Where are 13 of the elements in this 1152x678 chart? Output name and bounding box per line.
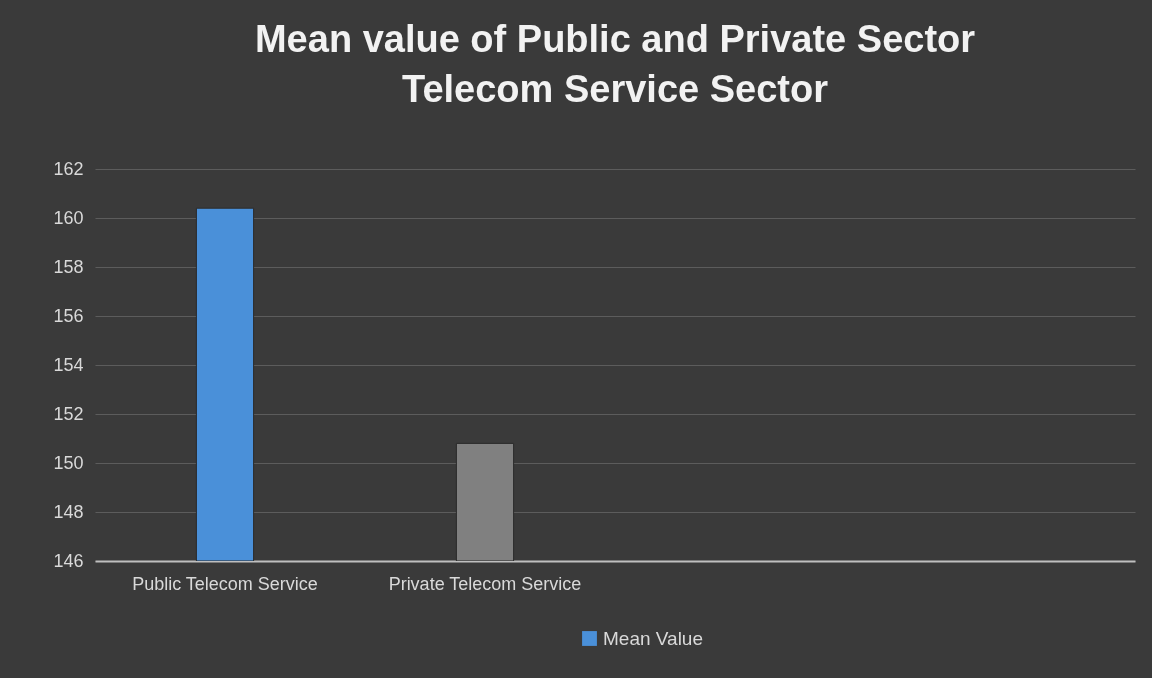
x-tick-label: Private Telecom Service	[388, 573, 582, 594]
y-tick-label: 152	[53, 403, 84, 424]
y-tick-label: 160	[53, 207, 84, 228]
y-tick-label: 162	[53, 158, 84, 179]
y-tick-label: 146	[53, 550, 84, 571]
y-tick-label: 148	[53, 501, 84, 522]
y-tick-label: 158	[53, 256, 84, 277]
legend-label: Mean Value	[603, 627, 703, 649]
chart-title: Mean value of Public and Private Sector Telecom Service Sector	[254, 18, 976, 110]
y-tick-label: 156	[53, 305, 84, 326]
y-tick-label: 154	[53, 354, 84, 375]
x-tick-label: Public Telecom Service	[132, 573, 318, 594]
y-tick-label: 150	[53, 452, 84, 473]
